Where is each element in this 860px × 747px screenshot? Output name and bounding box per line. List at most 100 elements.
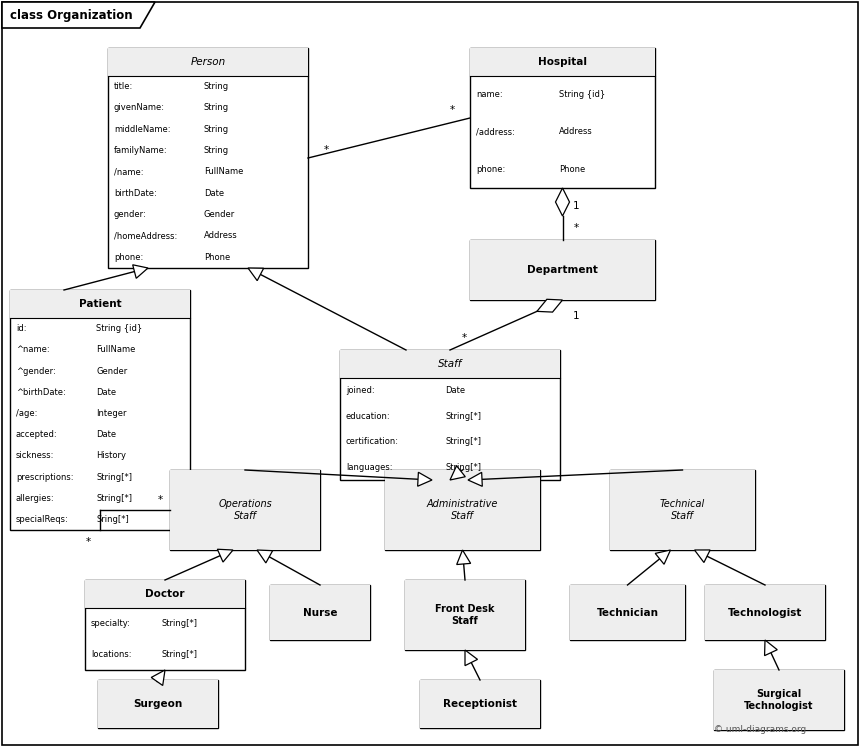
Text: 1: 1 bbox=[573, 201, 580, 211]
Text: title:: title: bbox=[114, 82, 133, 91]
Bar bbox=[420, 680, 540, 728]
Text: Staff: Staff bbox=[438, 359, 462, 369]
Text: phone:: phone: bbox=[476, 165, 506, 174]
Text: allergies:: allergies: bbox=[16, 494, 55, 503]
Text: *: * bbox=[462, 333, 467, 343]
Text: Technical
Staff: Technical Staff bbox=[660, 499, 705, 521]
Bar bbox=[470, 240, 655, 300]
Bar bbox=[170, 470, 320, 550]
Text: String: String bbox=[204, 125, 229, 134]
Text: languages:: languages: bbox=[346, 462, 392, 472]
Bar bbox=[340, 350, 560, 480]
Bar bbox=[85, 580, 245, 608]
Text: familyName:: familyName: bbox=[114, 146, 168, 155]
Text: specialty:: specialty: bbox=[91, 619, 131, 628]
Text: ^name:: ^name: bbox=[16, 345, 50, 354]
Text: Date: Date bbox=[96, 430, 116, 439]
Text: middleName:: middleName: bbox=[114, 125, 170, 134]
Bar bbox=[405, 580, 525, 650]
Text: String {id}: String {id} bbox=[96, 324, 143, 333]
Bar bbox=[610, 470, 755, 550]
Text: ^birthDate:: ^birthDate: bbox=[16, 388, 65, 397]
Text: *: * bbox=[85, 537, 90, 547]
Text: String[*]: String[*] bbox=[162, 619, 198, 628]
Text: name:: name: bbox=[476, 90, 502, 99]
Polygon shape bbox=[257, 550, 273, 563]
Polygon shape bbox=[218, 549, 233, 562]
Bar bbox=[570, 585, 685, 640]
Text: /homeAddress:: /homeAddress: bbox=[114, 232, 177, 241]
Text: Front Desk
Staff: Front Desk Staff bbox=[435, 604, 494, 626]
Bar bbox=[420, 680, 540, 728]
Text: String: String bbox=[204, 82, 229, 91]
Text: Technologist: Technologist bbox=[728, 607, 802, 618]
Text: Date: Date bbox=[96, 388, 116, 397]
Text: String[*]: String[*] bbox=[162, 650, 198, 659]
Text: specialReqs:: specialReqs: bbox=[16, 515, 69, 524]
Text: Person: Person bbox=[190, 57, 225, 67]
Polygon shape bbox=[695, 550, 710, 562]
Text: © uml-diagrams.org: © uml-diagrams.org bbox=[714, 725, 806, 734]
Bar bbox=[270, 585, 370, 640]
Text: birthDate:: birthDate: bbox=[114, 189, 157, 198]
Text: 1: 1 bbox=[573, 311, 580, 321]
Text: Gender: Gender bbox=[204, 210, 236, 219]
Polygon shape bbox=[468, 472, 482, 486]
Polygon shape bbox=[132, 264, 148, 279]
Text: prescriptions:: prescriptions: bbox=[16, 473, 73, 482]
Text: Address: Address bbox=[559, 128, 593, 137]
Text: class Organization: class Organization bbox=[10, 10, 132, 22]
Text: FullName: FullName bbox=[204, 167, 243, 176]
Text: FullName: FullName bbox=[96, 345, 136, 354]
Text: String[*]: String[*] bbox=[96, 494, 132, 503]
Bar bbox=[98, 680, 218, 728]
Bar bbox=[270, 585, 370, 640]
Text: ^gender:: ^gender: bbox=[16, 367, 56, 376]
Text: Nurse: Nurse bbox=[303, 607, 337, 618]
Text: String: String bbox=[204, 146, 229, 155]
Bar bbox=[705, 585, 825, 640]
Text: Address: Address bbox=[204, 232, 237, 241]
Polygon shape bbox=[655, 550, 671, 564]
Text: Phone: Phone bbox=[559, 165, 585, 174]
Bar bbox=[705, 585, 825, 640]
Bar bbox=[85, 580, 245, 670]
Bar bbox=[470, 48, 655, 76]
Polygon shape bbox=[2, 2, 155, 28]
Text: String[*]: String[*] bbox=[96, 473, 132, 482]
Bar bbox=[714, 670, 844, 730]
Text: /age:: /age: bbox=[16, 409, 37, 418]
Text: Hospital: Hospital bbox=[538, 57, 587, 67]
Polygon shape bbox=[248, 268, 264, 281]
Text: String[*]: String[*] bbox=[445, 462, 482, 472]
Text: Doctor: Doctor bbox=[145, 589, 185, 599]
Bar bbox=[385, 470, 540, 550]
Text: Surgical
Technologist: Surgical Technologist bbox=[744, 689, 814, 711]
Bar bbox=[98, 680, 218, 728]
Text: Receptionist: Receptionist bbox=[443, 699, 517, 709]
Text: Operations
Staff: Operations Staff bbox=[218, 499, 272, 521]
Polygon shape bbox=[450, 466, 465, 480]
Text: Integer: Integer bbox=[96, 409, 127, 418]
Bar bbox=[385, 470, 540, 550]
Text: joined:: joined: bbox=[346, 386, 375, 395]
Bar bbox=[470, 48, 655, 188]
Bar bbox=[570, 585, 685, 640]
Text: Department: Department bbox=[527, 265, 598, 275]
Text: /address:: /address: bbox=[476, 128, 515, 137]
Text: History: History bbox=[96, 451, 126, 460]
Text: *: * bbox=[450, 105, 455, 115]
Bar bbox=[10, 290, 190, 318]
Bar bbox=[108, 48, 308, 268]
Bar bbox=[170, 470, 320, 550]
Bar bbox=[340, 350, 560, 378]
Text: locations:: locations: bbox=[91, 650, 132, 659]
Text: String[*]: String[*] bbox=[445, 412, 482, 421]
Polygon shape bbox=[765, 640, 777, 656]
Polygon shape bbox=[537, 300, 562, 312]
Text: sickness:: sickness: bbox=[16, 451, 54, 460]
Text: Sring[*]: Sring[*] bbox=[96, 515, 129, 524]
Text: accepted:: accepted: bbox=[16, 430, 58, 439]
Polygon shape bbox=[556, 188, 569, 216]
Polygon shape bbox=[465, 650, 477, 666]
